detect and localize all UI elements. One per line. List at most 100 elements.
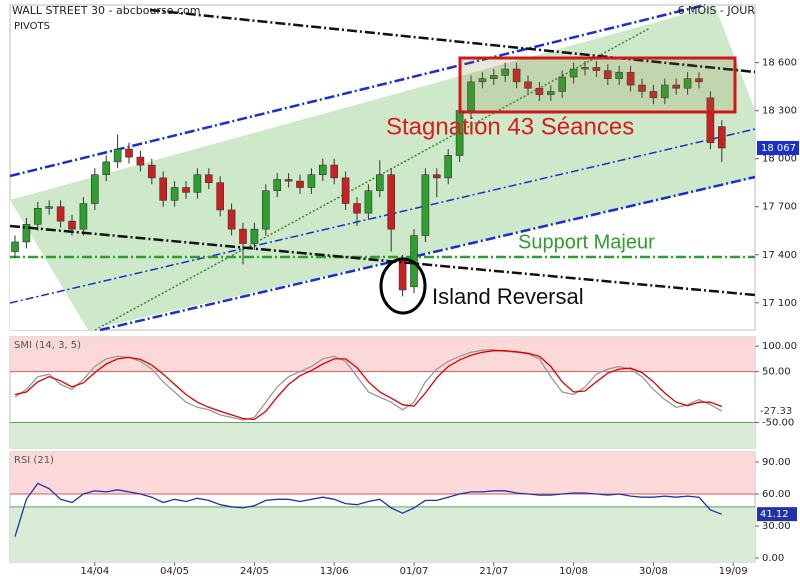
- candle-body: [341, 177, 350, 204]
- candle-body: [603, 70, 612, 79]
- candle-body: [250, 228, 259, 244]
- channel-upper: [9, 3, 706, 178]
- y-tick-label: 100.00: [762, 341, 797, 352]
- panel-title: RSI (21): [14, 455, 54, 466]
- candle-body: [638, 84, 646, 92]
- zone-upper: [10, 337, 755, 372]
- candle-body: [11, 241, 19, 252]
- candle-body: [22, 224, 31, 243]
- x-tick-label: 19/09: [719, 566, 748, 577]
- series-line: [14, 482, 723, 537]
- y-tick-label: 90.00: [762, 457, 791, 468]
- y-tick-label: 0.00: [762, 553, 784, 564]
- resistance-line: [149, 8, 756, 74]
- chart-title: WALL STREET 30 - abcbourse.com: [12, 4, 200, 17]
- candle-body: [45, 206, 54, 209]
- candle-body: [353, 203, 361, 214]
- channel-fill: [10, 6, 755, 330]
- series-line: [14, 350, 723, 421]
- zone-lower: [10, 422, 755, 448]
- zone-upper: [10, 452, 755, 495]
- x-tick-label: 21/07: [479, 566, 508, 577]
- candle-body: [239, 228, 247, 244]
- candle-body: [170, 187, 179, 201]
- candle-body: [501, 68, 510, 76]
- candle-body: [159, 177, 167, 201]
- candle-body: [478, 78, 487, 83]
- candle-body: [387, 174, 396, 230]
- candle-body: [569, 68, 578, 78]
- candle-body: [592, 67, 601, 71]
- candle-body: [535, 87, 544, 95]
- candle-body: [695, 78, 703, 83]
- candle-body: [296, 180, 304, 188]
- annotation: Island Reversal: [432, 284, 584, 309]
- x-tick-label: 10/08: [559, 566, 588, 577]
- y-tick-label: 18 300: [762, 106, 797, 117]
- x-tick-label: 13/06: [320, 566, 349, 577]
- candle-body: [33, 208, 42, 225]
- candle-body: [558, 76, 567, 92]
- candle-body: [318, 164, 327, 176]
- candle-body: [102, 161, 110, 176]
- candle-body: [660, 84, 669, 99]
- panel-title: SMI (14, 3, 5): [14, 340, 81, 351]
- x-tick-label: 30/08: [639, 566, 668, 577]
- zone-lower: [10, 506, 755, 562]
- candle-body: [284, 179, 293, 182]
- candle-body: [375, 174, 384, 192]
- series-line: [14, 349, 723, 421]
- x-tick-label: 24/05: [240, 566, 269, 577]
- y-tick-label: -50.00: [762, 418, 794, 429]
- candle-body: [615, 71, 624, 79]
- stagnation-box: [458, 56, 737, 114]
- annotation: Stagnation 43 Séances: [386, 113, 634, 140]
- candle-body: [330, 164, 339, 179]
- candle-body: [193, 174, 202, 193]
- y-tick-label: 50.00: [762, 367, 791, 378]
- x-tick-label: 01/07: [400, 566, 429, 577]
- candle-body: [717, 126, 726, 149]
- candle-body: [581, 67, 589, 70]
- annotation: Support Majeur: [518, 231, 655, 253]
- candle-body: [91, 174, 99, 204]
- candle-body: [68, 220, 76, 230]
- candle-body: [546, 91, 555, 95]
- overlay-over: Stagnation 43 Séances Support Majeur Isl…: [9, 4, 756, 315]
- candle-body: [227, 209, 236, 230]
- island-circle: [379, 257, 427, 315]
- y-tick-label: 17 700: [762, 202, 797, 213]
- y-tick-label: 18 600: [762, 58, 797, 69]
- y-tick-label: 17 100: [762, 298, 797, 309]
- pivot-line: [9, 224, 756, 297]
- candle-body: [273, 179, 282, 192]
- candle-body: [444, 155, 453, 179]
- y-tick-label: 60.00: [762, 489, 791, 500]
- candle-body: [307, 174, 316, 188]
- candle-body: [136, 156, 145, 166]
- channel-lower: [99, 175, 756, 332]
- candle-body: [148, 164, 156, 179]
- candle-body: [432, 174, 441, 179]
- candle-body: [524, 81, 532, 89]
- x-tick-label: 04/05: [160, 566, 189, 577]
- candle-body: [626, 71, 635, 86]
- y-tick-label: 30.00: [762, 521, 791, 532]
- candle-body: [182, 187, 190, 193]
- candle-body: [79, 203, 88, 230]
- chart-label: PIVOTS: [14, 21, 50, 32]
- candle-body: [113, 148, 122, 163]
- candle-body: [261, 190, 270, 230]
- candle-body: [672, 84, 681, 89]
- candle-body: [683, 78, 692, 89]
- candle-body: [216, 182, 224, 211]
- last-value-box: [757, 403, 797, 418]
- candle-body: [489, 75, 498, 79]
- chart-subtitle: 6 MOIS - JOUR: [678, 4, 756, 17]
- last-value-label: 41.12: [760, 509, 789, 520]
- y-tick-label: 17 400: [762, 250, 797, 261]
- x-tick-label: 14/04: [80, 566, 109, 577]
- candle-body: [512, 68, 521, 83]
- candle-body: [706, 97, 715, 143]
